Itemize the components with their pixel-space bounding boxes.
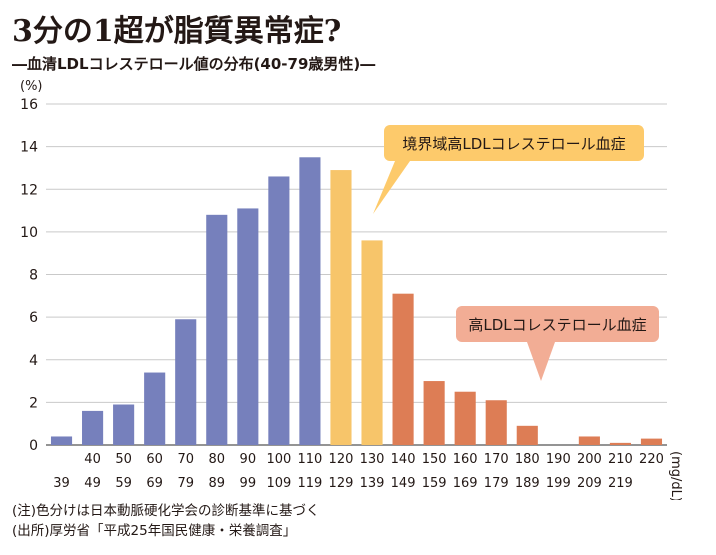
x-tick-label: 130	[360, 452, 385, 467]
callout-bubble: 高LDLコレステロール血症	[456, 306, 659, 381]
bars	[50, 157, 663, 445]
callout-bubble: 境界域高LDLコレステロール血症	[373, 125, 644, 214]
bar	[50, 436, 73, 445]
bar	[454, 391, 476, 445]
x-tick-label: 69	[146, 476, 163, 491]
bar	[113, 404, 135, 445]
y-tick-label: 8	[29, 268, 38, 284]
bar	[578, 436, 600, 445]
y-axis-label: (%)	[20, 79, 43, 94]
x-tick-label: 169	[453, 476, 478, 491]
bar	[330, 170, 352, 445]
x-tick-label: 119	[298, 476, 323, 491]
bar	[361, 240, 383, 445]
bar	[82, 410, 104, 445]
callout-label: 高LDLコレステロール血症	[468, 316, 646, 334]
x-tick-label: 220	[639, 452, 664, 467]
bar	[206, 214, 228, 445]
x-tick-label: 160	[453, 452, 478, 467]
y-tick-label: 6	[29, 310, 38, 326]
bar	[144, 372, 166, 445]
callout-box	[456, 306, 659, 342]
x-tick-label: 60	[146, 452, 163, 467]
source-note: (出所)厚労省「平成25年国民健康・栄養調査」	[12, 523, 297, 539]
y-axis-ticks: 0 2 4 6 8 10 12 14 16	[20, 97, 38, 454]
bar	[609, 442, 631, 445]
x-tick-label: 140	[391, 452, 416, 467]
callout-pointer	[373, 161, 410, 214]
x-tick-label: 49	[84, 476, 101, 491]
x-tick-label: 79	[177, 476, 194, 491]
x-tick-label: 40	[84, 452, 101, 467]
bar	[237, 208, 259, 445]
x-tick-label: 159	[422, 476, 447, 491]
callout-label: 境界域高LDLコレステロール血症	[402, 135, 625, 153]
callout-box	[384, 125, 644, 161]
y-tick-label: 12	[20, 182, 38, 198]
x-tick-label: 139	[360, 476, 385, 491]
chart-subtitle: ―血清LDLコレステロール値の分布(40-79歳男性)―	[12, 55, 376, 73]
bar	[640, 438, 663, 445]
y-tick-label: 16	[20, 97, 38, 113]
x-tick-label: 110	[298, 452, 323, 467]
x-tick-label: 189	[515, 476, 540, 491]
x-tick-label: 120	[329, 452, 354, 467]
x-tick-label: 90	[240, 452, 257, 467]
ldl-distribution-bar-chart: 0 2 4 6 8 10 12 14 16 (%) 39 40 49 50 59 60 69 70 79 80 89…	[20, 79, 683, 500]
x-tick-label: 200	[577, 452, 602, 467]
x-tick-label: 150	[422, 452, 447, 467]
x-tick-label: 100	[266, 452, 291, 467]
x-tick-label: 199	[546, 476, 571, 491]
x-tick-label: 170	[484, 452, 509, 467]
x-tick-label: 219	[608, 476, 633, 491]
x-tick-label: 179	[484, 476, 509, 491]
bar	[392, 293, 414, 445]
bar	[485, 400, 507, 445]
x-tick-label: 70	[177, 452, 194, 467]
x-tick-label: 80	[209, 452, 226, 467]
x-axis-label: (mg/dL)	[668, 451, 683, 500]
x-tick-label: 59	[115, 476, 132, 491]
bar	[423, 381, 445, 445]
bar	[299, 157, 321, 445]
bar	[175, 319, 197, 445]
footnote: (注)色分けは日本動脈硬化学会の診断基準に基づく	[12, 503, 320, 519]
x-tick-label: 210	[608, 452, 633, 467]
bar	[268, 176, 290, 445]
x-tick-label: 149	[391, 476, 416, 491]
x-tick-label: 39	[53, 476, 70, 491]
chart-title: 3分の1超が脂質異常症?	[12, 14, 342, 49]
bar	[516, 425, 538, 445]
x-tick-label: 99	[240, 476, 257, 491]
x-tick-label: 209	[577, 476, 602, 491]
x-tick-label: 190	[546, 452, 571, 467]
x-tick-label: 129	[329, 476, 354, 491]
x-tick-label: 89	[209, 476, 226, 491]
y-tick-label: 2	[29, 395, 38, 411]
y-tick-label: 14	[20, 140, 38, 156]
y-tick-label: 4	[29, 353, 38, 369]
y-tick-label: 10	[20, 225, 38, 241]
callout-pointer	[527, 342, 555, 381]
x-tick-label: 180	[515, 452, 540, 467]
y-tick-label: 0	[29, 438, 38, 454]
x-tick-label: 109	[266, 476, 291, 491]
x-axis-ticks: 39 40 49 50 59 60 69 70 79 80 89 90 99 100 109 110 119 12…	[53, 452, 664, 491]
x-tick-label: 50	[115, 452, 132, 467]
